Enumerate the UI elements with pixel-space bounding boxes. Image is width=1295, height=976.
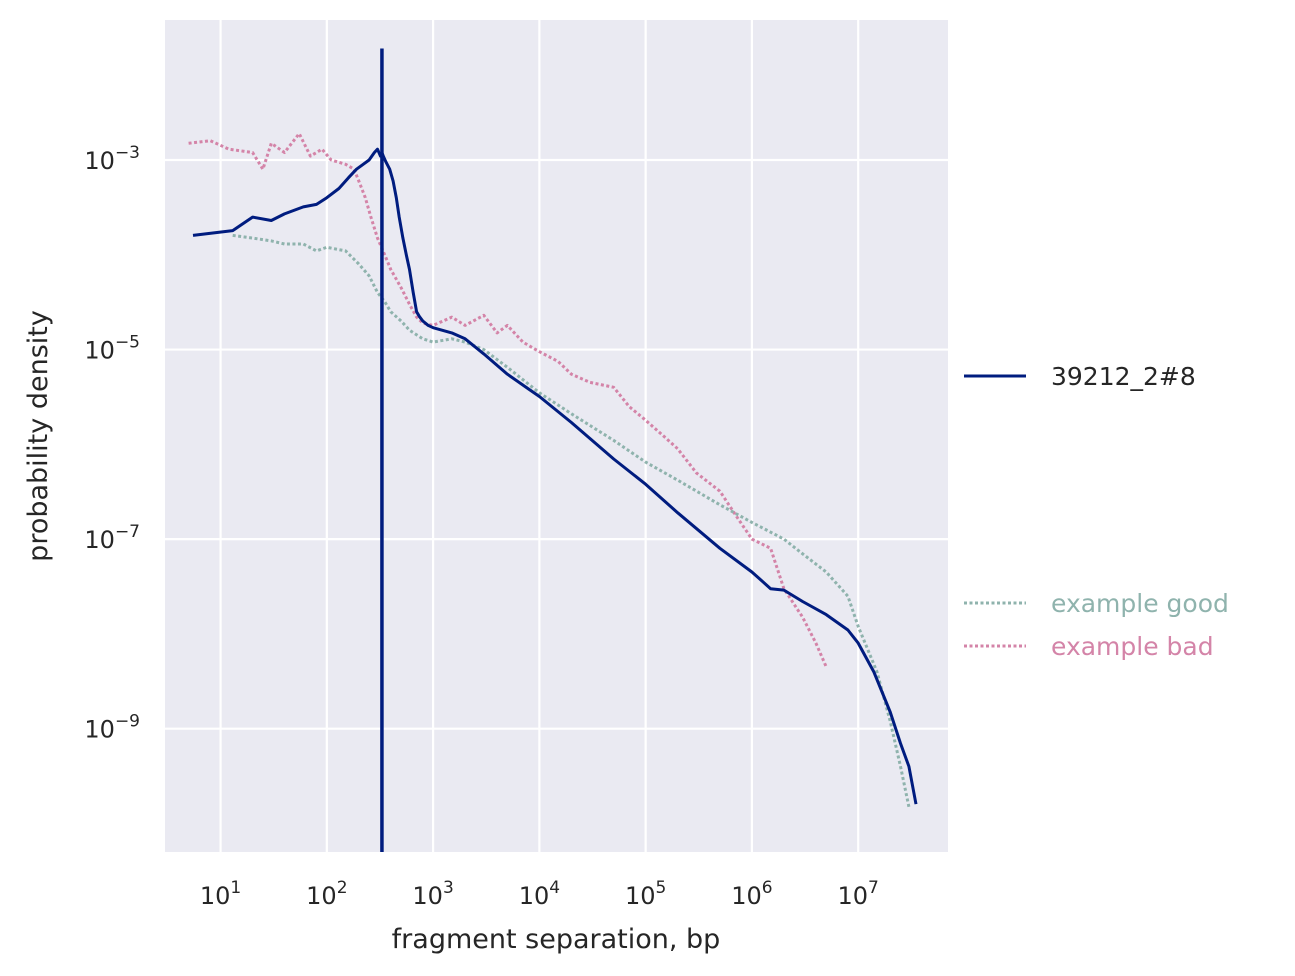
- legend-label: example bad: [1051, 632, 1214, 661]
- x-tick-label: 102: [306, 878, 347, 910]
- legend-label: 39212_2#8: [1051, 362, 1196, 391]
- x-tick-label: 105: [625, 878, 666, 910]
- y-tick-label: 10−5: [84, 333, 140, 365]
- x-tick-label: 103: [412, 878, 453, 910]
- y-axis-label: probability density: [23, 310, 54, 562]
- x-tick-label: 106: [731, 878, 772, 910]
- series-line-2: [188, 132, 828, 668]
- x-tick-label: 101: [200, 878, 241, 910]
- y-tick-label: 10−3: [84, 143, 140, 175]
- y-tick-label: 10−9: [84, 712, 140, 744]
- x-axis-label: fragment separation, bp: [392, 924, 721, 955]
- series-group: [188, 48, 918, 852]
- x-axis-ticks: 101 102 103 104 105 106 107: [200, 878, 879, 910]
- x-tick-label: 107: [838, 878, 879, 910]
- grid-lines: [165, 20, 948, 852]
- plot-area: [165, 20, 948, 852]
- legend-label: example good: [1051, 589, 1229, 618]
- y-axis-ticks: 10−3 10−5 10−7 10−9: [84, 143, 140, 744]
- series-line-0: [192, 147, 918, 805]
- x-tick-label: 104: [519, 878, 560, 910]
- y-tick-label: 10−7: [84, 522, 140, 554]
